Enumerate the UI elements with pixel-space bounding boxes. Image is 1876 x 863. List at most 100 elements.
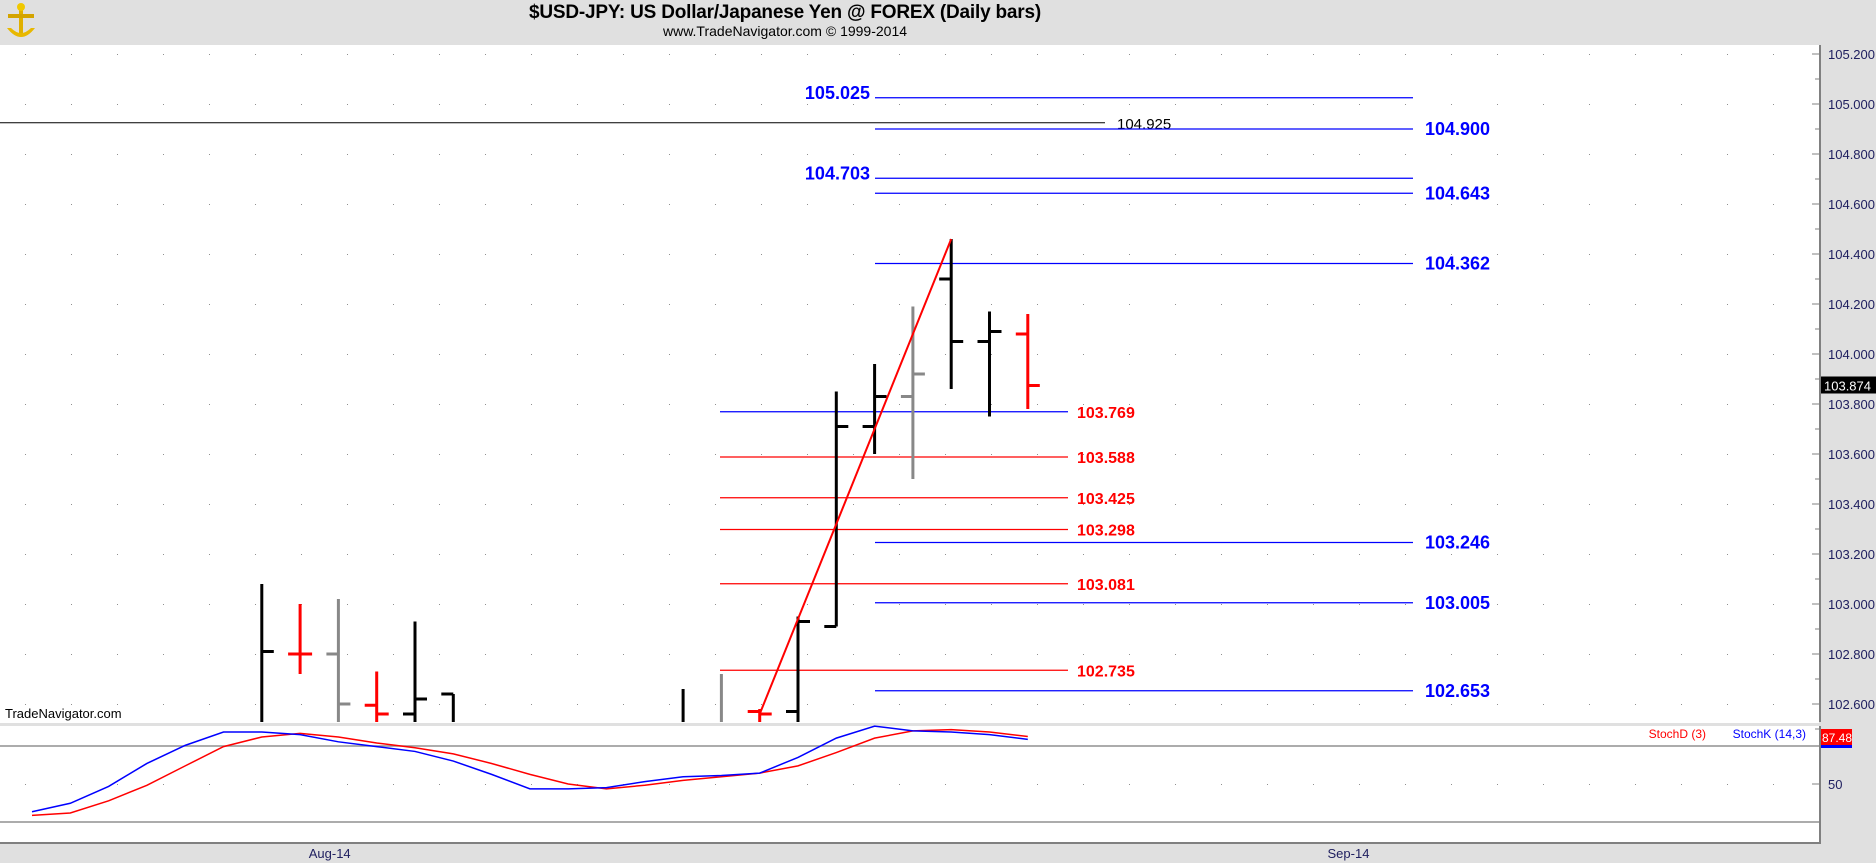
grid-dot: [577, 54, 578, 55]
grid-dot: [669, 254, 670, 255]
grid-dot: [301, 354, 302, 355]
grid-dot: [439, 704, 440, 705]
grid-dot: [1451, 254, 1452, 255]
grid-dot: [1635, 454, 1636, 455]
grid-dot: [1175, 454, 1176, 455]
watermark: TradeNavigator.com: [5, 706, 122, 721]
grid-dot: [853, 454, 854, 455]
grid-dot: [623, 204, 624, 205]
grid-dot: [117, 354, 118, 355]
grid-dot: [623, 554, 624, 555]
grid-dot: [761, 784, 762, 785]
grid-dot: [945, 604, 946, 605]
grid-dot: [715, 654, 716, 655]
grid-dot: [393, 154, 394, 155]
grid-dot: [347, 604, 348, 605]
grid-dot: [1267, 254, 1268, 255]
grid-dot: [1175, 504, 1176, 505]
grid-dot: [1221, 404, 1222, 405]
grid-dot: [1037, 254, 1038, 255]
grid-dot: [1405, 154, 1406, 155]
grid-dot: [301, 104, 302, 105]
fib-level-label: 103.588: [1077, 450, 1135, 467]
grid-dot: [209, 354, 210, 355]
grid-dot: [1221, 504, 1222, 505]
grid-dot: [531, 354, 532, 355]
grid-dot: [485, 304, 486, 305]
fib-level-label: 104.643: [1425, 183, 1490, 203]
grid-dot: [623, 404, 624, 405]
grid-dot: [1405, 54, 1406, 55]
grid-dot: [991, 304, 992, 305]
grid-dot: [1267, 354, 1268, 355]
grid-dot: [531, 104, 532, 105]
grid-dot: [117, 204, 118, 205]
grid-dot: [623, 104, 624, 105]
grid-dot: [1773, 554, 1774, 555]
grid-dot: [1773, 704, 1774, 705]
grid-dot: [25, 654, 26, 655]
grid-dot: [761, 204, 762, 205]
grid-dot: [991, 554, 992, 555]
grid-dot: [623, 354, 624, 355]
chart-title: $USD-JPY: US Dollar/Japanese Yen @ FOREX…: [529, 2, 1041, 23]
grid-dot: [531, 504, 532, 505]
grid-dot: [853, 604, 854, 605]
grid-dot: [1267, 654, 1268, 655]
grid-dot: [761, 554, 762, 555]
grid-dot: [1405, 404, 1406, 405]
grid-dot: [393, 554, 394, 555]
grid-dot: [853, 784, 854, 785]
grid-dot: [761, 404, 762, 405]
grid-dot: [1681, 404, 1682, 405]
grid-dot: [807, 54, 808, 55]
grid-dot: [25, 704, 26, 705]
grid-dot: [715, 504, 716, 505]
grid-dot: [761, 254, 762, 255]
grid-dot: [117, 54, 118, 55]
grid-dot: [301, 404, 302, 405]
grid-dot: [1037, 404, 1038, 405]
grid-dot: [25, 554, 26, 555]
grid-dot: [255, 604, 256, 605]
grid-dot: [347, 54, 348, 55]
grid-dot: [853, 654, 854, 655]
grid-dot: [117, 154, 118, 155]
grid-dot: [669, 54, 670, 55]
grid-dot: [1543, 304, 1544, 305]
grid-dot: [1175, 554, 1176, 555]
ohlc-bar: [977, 311, 1002, 417]
grid-dot: [1589, 154, 1590, 155]
grid-dot: [991, 604, 992, 605]
grid-dot: [347, 504, 348, 505]
grid-dot: [393, 254, 394, 255]
grid-dot: [945, 704, 946, 705]
grid-dot: [945, 404, 946, 405]
grid-dot: [1175, 654, 1176, 655]
grid-dot: [1359, 204, 1360, 205]
grid-dot: [71, 254, 72, 255]
grid-dot: [1497, 404, 1498, 405]
grid-dot: [439, 304, 440, 305]
grid-dot: [117, 654, 118, 655]
grid-dot: [1451, 704, 1452, 705]
grid-dot: [1037, 204, 1038, 205]
grid-dot: [623, 604, 624, 605]
ohlc-bar: [1015, 314, 1040, 409]
grid-dot: [1497, 554, 1498, 555]
grid-dot: [1589, 404, 1590, 405]
grid-dot: [255, 304, 256, 305]
grid-dot: [1083, 354, 1084, 355]
grid-dot: [899, 554, 900, 555]
grid-dot: [1221, 454, 1222, 455]
grid-dot: [1221, 704, 1222, 705]
ohlc-bar: [786, 616, 810, 722]
grid-dot: [255, 354, 256, 355]
grid-dot: [1543, 104, 1544, 105]
price-tick-label: 104.400: [1828, 247, 1875, 262]
grid-dot: [1313, 454, 1314, 455]
grid-dot: [991, 204, 992, 205]
grid-dot: [1267, 554, 1268, 555]
grid-dot: [1681, 204, 1682, 205]
grid-dot: [853, 504, 854, 505]
